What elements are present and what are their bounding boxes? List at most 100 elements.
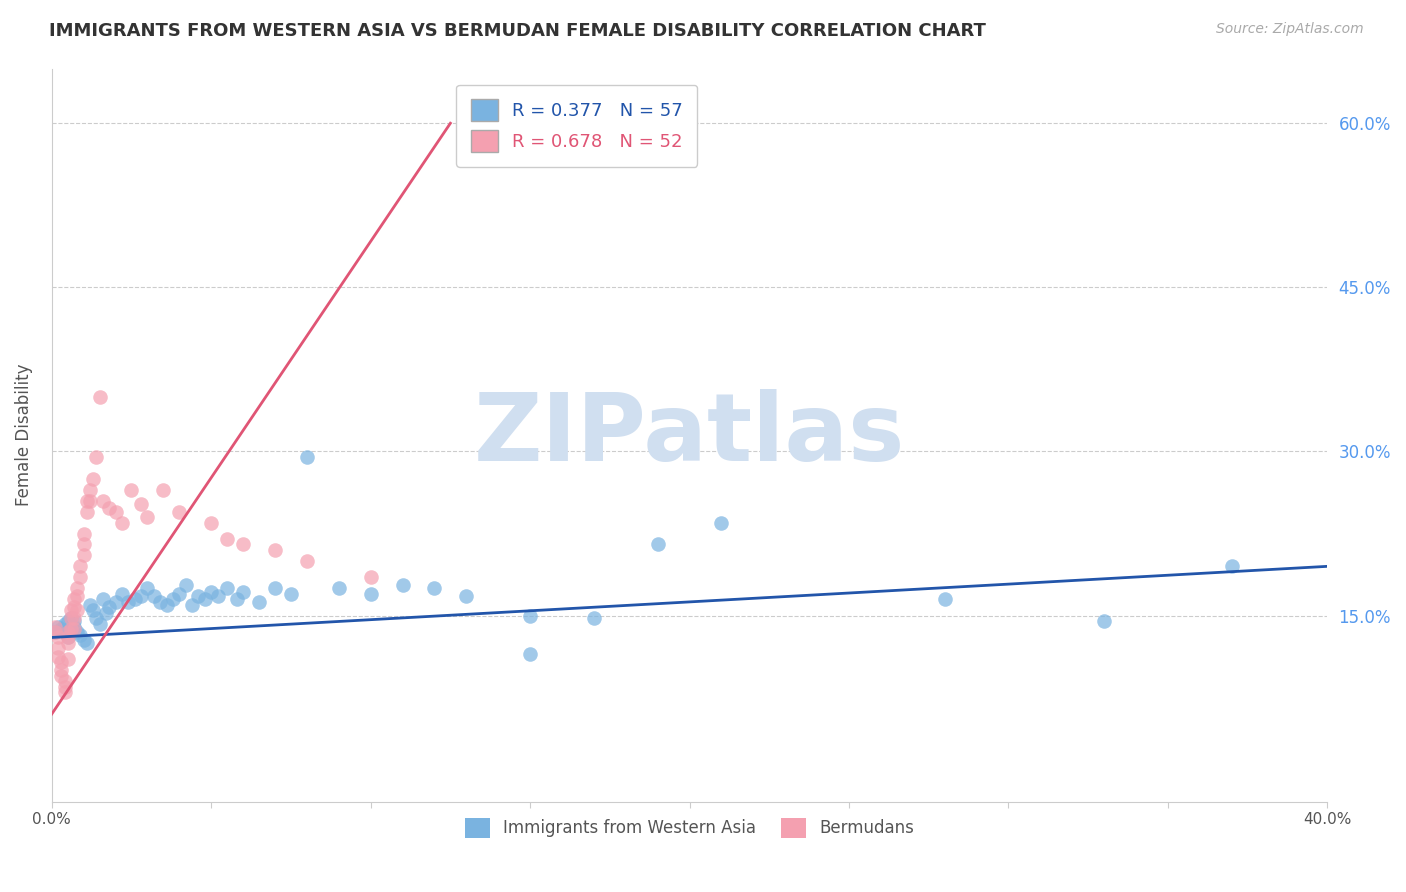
Point: [86, 450, 108, 464]
Point: [56, 614, 79, 628]
Point: [710, 516, 733, 530]
Point: [72, 632, 94, 647]
Point: [91, 592, 114, 607]
Point: [295, 450, 318, 464]
Point: [264, 543, 287, 558]
Point: [51, 663, 73, 677]
Point: [232, 537, 254, 551]
Point: [69, 559, 91, 574]
Point: [121, 483, 143, 497]
Point: [174, 578, 197, 592]
Point: [51, 669, 73, 683]
Point: [117, 595, 139, 609]
Point: [98, 599, 121, 614]
Point: [328, 581, 350, 595]
Point: [59, 603, 82, 617]
Text: ZIPatlas: ZIPatlas: [474, 389, 905, 481]
Point: [72, 549, 94, 563]
Point: [53, 680, 76, 694]
Point: [72, 537, 94, 551]
Point: [124, 592, 146, 607]
Point: [63, 619, 86, 633]
Point: [76, 493, 98, 508]
Point: [169, 587, 191, 601]
Point: [104, 595, 127, 609]
Point: [89, 390, 111, 404]
Point: [647, 537, 669, 551]
Point: [63, 614, 86, 628]
Point: [129, 497, 152, 511]
Point: [295, 554, 318, 568]
Point: [225, 592, 247, 607]
Point: [155, 598, 177, 612]
Point: [59, 611, 82, 625]
Point: [44, 625, 66, 640]
Point: [391, 578, 413, 592]
Point: [169, 505, 191, 519]
Point: [66, 581, 89, 595]
Point: [46, 650, 69, 665]
Point: [360, 587, 382, 601]
Point: [1220, 559, 1243, 574]
Point: [53, 617, 76, 632]
Point: [56, 625, 79, 640]
Text: Source: ZipAtlas.com: Source: ZipAtlas.com: [1216, 22, 1364, 37]
Point: [456, 589, 478, 603]
Point: [79, 483, 101, 497]
Point: [79, 493, 101, 508]
Point: [111, 587, 134, 601]
Point: [181, 598, 204, 612]
Point: [1092, 614, 1115, 628]
Y-axis label: Female Disability: Female Disability: [15, 364, 32, 507]
Point: [200, 584, 222, 599]
Point: [72, 526, 94, 541]
Point: [187, 589, 209, 603]
Point: [194, 592, 217, 607]
Point: [264, 581, 287, 595]
Point: [142, 589, 165, 603]
Point: [217, 532, 239, 546]
Point: [76, 505, 98, 519]
Point: [66, 603, 89, 617]
Point: [44, 625, 66, 640]
Point: [69, 570, 91, 584]
Point: [51, 622, 73, 636]
Point: [82, 603, 104, 617]
Point: [44, 619, 66, 633]
Point: [63, 622, 86, 636]
Point: [66, 589, 89, 603]
Point: [200, 516, 222, 530]
Point: [63, 611, 86, 625]
Point: [280, 587, 302, 601]
Point: [63, 599, 86, 614]
Point: [56, 631, 79, 645]
Legend: Immigrants from Western Asia, Bermudans: Immigrants from Western Asia, Bermudans: [458, 811, 921, 845]
Point: [519, 647, 541, 661]
Point: [136, 510, 159, 524]
Point: [232, 584, 254, 599]
Point: [79, 598, 101, 612]
Point: [111, 516, 134, 530]
Point: [423, 581, 446, 595]
Text: IMMIGRANTS FROM WESTERN ASIA VS BERMUDAN FEMALE DISABILITY CORRELATION CHART: IMMIGRANTS FROM WESTERN ASIA VS BERMUDAN…: [49, 22, 986, 40]
Point: [82, 472, 104, 486]
Point: [66, 625, 89, 640]
Point: [519, 608, 541, 623]
Point: [59, 611, 82, 625]
Point: [56, 631, 79, 645]
Point: [51, 655, 73, 669]
Point: [53, 685, 76, 699]
Point: [89, 617, 111, 632]
Point: [46, 631, 69, 645]
Point: [86, 611, 108, 625]
Point: [56, 652, 79, 666]
Point: [207, 589, 229, 603]
Point: [152, 483, 174, 497]
Point: [217, 581, 239, 595]
Point: [98, 501, 121, 516]
Point: [934, 592, 956, 607]
Point: [582, 611, 605, 625]
Point: [94, 607, 117, 621]
Point: [59, 622, 82, 636]
Point: [46, 641, 69, 656]
